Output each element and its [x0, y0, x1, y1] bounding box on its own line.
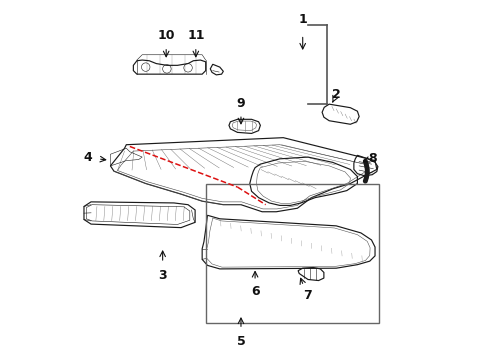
- Text: 4: 4: [83, 151, 92, 164]
- Text: 6: 6: [250, 285, 259, 298]
- Text: 10: 10: [157, 29, 175, 42]
- Text: 1: 1: [298, 13, 306, 26]
- Circle shape: [365, 170, 368, 174]
- Text: 5: 5: [236, 335, 245, 348]
- Text: 9: 9: [236, 96, 245, 109]
- Circle shape: [365, 167, 368, 170]
- Text: 2: 2: [331, 88, 340, 101]
- Text: 3: 3: [158, 270, 166, 283]
- Circle shape: [364, 177, 367, 181]
- Text: 11: 11: [187, 29, 204, 42]
- Circle shape: [363, 179, 366, 183]
- Bar: [205, 184, 378, 323]
- Circle shape: [365, 168, 368, 172]
- Text: 8: 8: [367, 152, 376, 165]
- Circle shape: [365, 172, 368, 176]
- Circle shape: [365, 165, 368, 168]
- Circle shape: [365, 174, 368, 177]
- Circle shape: [363, 159, 366, 163]
- Circle shape: [364, 176, 367, 179]
- Circle shape: [364, 161, 367, 165]
- Circle shape: [364, 163, 367, 167]
- Text: 7: 7: [302, 289, 311, 302]
